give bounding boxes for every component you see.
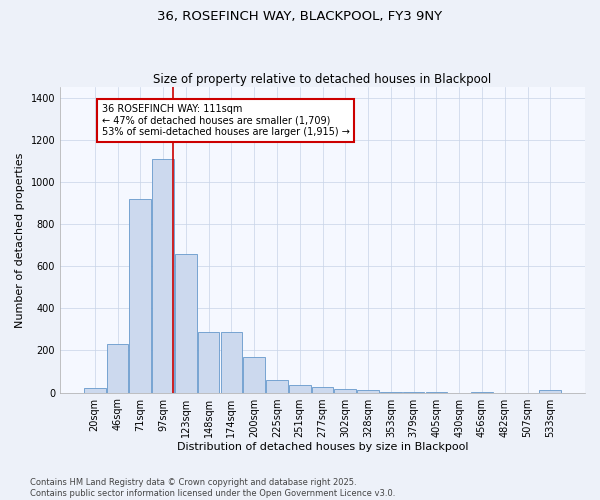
Text: 36, ROSEFINCH WAY, BLACKPOOL, FY3 9NY: 36, ROSEFINCH WAY, BLACKPOOL, FY3 9NY: [157, 10, 443, 23]
Title: Size of property relative to detached houses in Blackpool: Size of property relative to detached ho…: [154, 73, 491, 86]
Bar: [221, 332, 242, 392]
Bar: [357, 390, 379, 392]
Bar: [539, 390, 561, 392]
Bar: [84, 388, 106, 392]
Bar: [289, 385, 311, 392]
Text: Contains HM Land Registry data © Crown copyright and database right 2025.
Contai: Contains HM Land Registry data © Crown c…: [30, 478, 395, 498]
Bar: [130, 199, 151, 392]
Bar: [266, 380, 288, 392]
Bar: [244, 357, 265, 392]
Bar: [175, 254, 197, 392]
Text: 36 ROSEFINCH WAY: 111sqm
← 47% of detached houses are smaller (1,709)
53% of sem: 36 ROSEFINCH WAY: 111sqm ← 47% of detach…: [101, 104, 349, 137]
X-axis label: Distribution of detached houses by size in Blackpool: Distribution of detached houses by size …: [177, 442, 468, 452]
Bar: [198, 332, 220, 392]
Bar: [312, 388, 334, 392]
Y-axis label: Number of detached properties: Number of detached properties: [15, 152, 25, 328]
Bar: [107, 344, 128, 393]
Bar: [152, 159, 174, 392]
Bar: [334, 390, 356, 392]
